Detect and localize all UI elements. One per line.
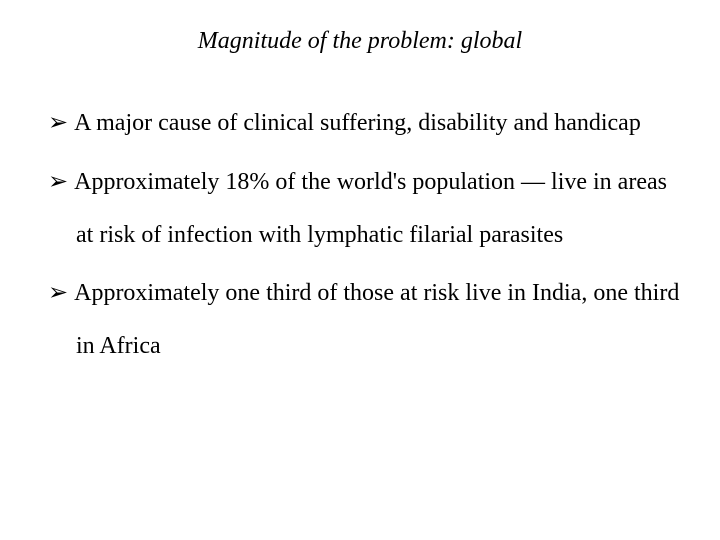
bullet-list: ➢A major cause of clinical suffering, di… bbox=[40, 97, 680, 373]
bullet-item: ➢Approximately one third of those at ris… bbox=[40, 267, 680, 373]
arrow-icon: ➢ bbox=[48, 279, 68, 306]
bullet-text: A major cause of clinical suffering, dis… bbox=[74, 110, 641, 136]
bullet-item: ➢Approximately 18% of the world's popula… bbox=[40, 156, 680, 262]
bullet-text: Approximately 18% of the world's populat… bbox=[74, 169, 667, 248]
bullet-text: Approximately one third of those at risk… bbox=[74, 280, 679, 359]
arrow-icon: ➢ bbox=[48, 109, 68, 136]
bullet-item: ➢A major cause of clinical suffering, di… bbox=[40, 97, 680, 150]
arrow-icon: ➢ bbox=[48, 168, 68, 195]
slide-title: Magnitude of the problem: global bbox=[40, 28, 680, 55]
